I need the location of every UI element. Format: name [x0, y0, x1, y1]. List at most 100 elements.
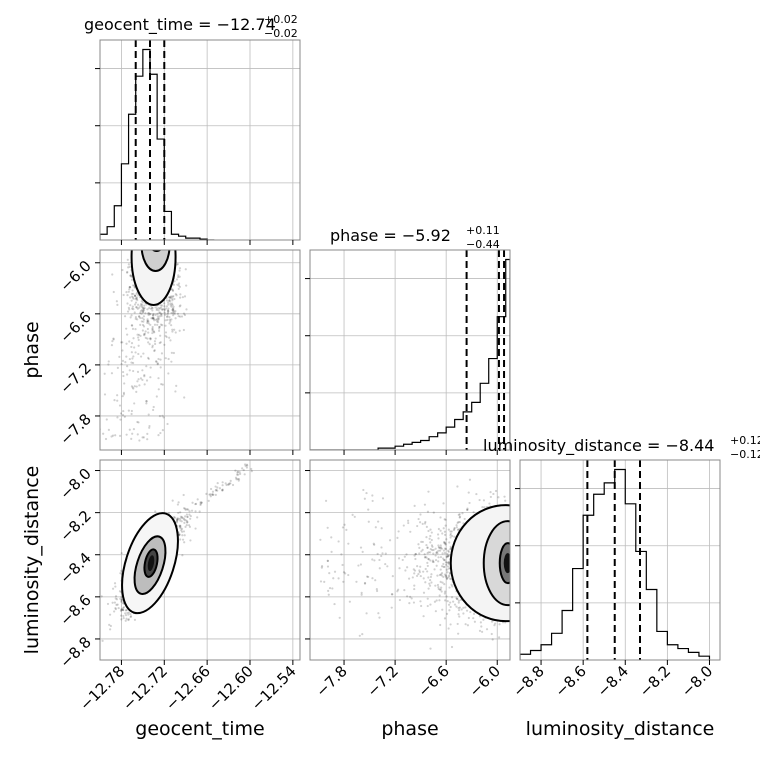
phase-vs-geocent_time-sample-point	[149, 366, 152, 369]
luminosity_distance-vs-phase-sample-point	[456, 528, 460, 531]
luminosity_distance-vs-phase-sample-point	[465, 609, 469, 612]
phase-vs-geocent_time-sample-point	[138, 439, 141, 442]
luminosity_distance-vs-phase-sample-point	[429, 534, 432, 538]
phase-vs-geocent_time-sample-point	[121, 359, 125, 363]
phase-vs-geocent_time-sample-point	[143, 374, 146, 377]
luminosity_distance-vs-phase-sample-point	[439, 568, 442, 571]
luminosity_distance-vs-geocent_time-sample-point	[243, 473, 246, 476]
luminosity_distance-vs-phase-sample-point	[429, 548, 432, 551]
luminosity_distance-vs-geocent_time-sample-point	[125, 617, 128, 620]
phase-vs-geocent_time-sample-point	[167, 301, 170, 304]
phase-vs-geocent_time-sample-point	[126, 271, 129, 274]
phase-vs-geocent_time-sample-point	[128, 286, 132, 289]
luminosity_distance-vs-phase-sample-point	[444, 541, 447, 544]
luminosity_distance-vs-phase-sample-point	[457, 520, 460, 524]
luminosity_distance-vs-phase-sample-point	[456, 485, 459, 488]
diag-phase-bar	[446, 427, 455, 450]
phase-vs-geocent_time-sample-point	[166, 311, 170, 315]
phase-vs-geocent_time-sample-point	[166, 315, 169, 318]
luminosity_distance-vs-geocent_time-sample-point	[186, 515, 189, 518]
phase-vs-geocent_time-sample-point	[126, 258, 129, 261]
luminosity_distance-vs-geocent_time-sample-point	[109, 624, 112, 628]
luminosity_distance-vs-phase-sample-point	[443, 530, 446, 533]
luminosity_distance-vs-geocent_time-sample-point	[181, 538, 185, 541]
luminosity_distance-vs-phase-sample-point	[422, 615, 425, 618]
phase-vs-geocent_time-sample-point	[174, 310, 177, 313]
luminosity_distance-vs-geocent_time-sample-point	[114, 585, 117, 588]
luminosity_distance-vs-geocent_time-sample-point	[125, 608, 128, 612]
phase-vs-geocent_time-sample-point	[159, 323, 163, 326]
phase-vs-geocent_time-sample-point	[172, 312, 175, 315]
phase-vs-geocent_time-ytick-label: −6.6	[56, 308, 94, 346]
phase-vs-geocent_time-sample-point	[158, 415, 162, 418]
luminosity_distance-vs-phase-sample-point	[441, 552, 444, 555]
phase-vs-geocent_time-sample-point	[164, 313, 167, 316]
luminosity_distance-vs-geocent_time-sample-point	[211, 490, 215, 493]
phase-vs-geocent_time-sample-point	[147, 331, 150, 334]
phase-vs-geocent_time-sample-point	[151, 328, 154, 331]
luminosity_distance-vs-geocent_time-sample-point	[180, 527, 184, 531]
luminosity_distance-vs-geocent_time-sample-point	[176, 503, 179, 506]
luminosity_distance-vs-phase-sample-point	[437, 537, 440, 540]
phase-vs-geocent_time-sample-point	[136, 420, 139, 424]
phase-vs-geocent_time-sample-point	[143, 334, 146, 337]
luminosity_distance-vs-geocent_time-sample-point	[196, 516, 199, 519]
phase-vs-geocent_time-sample-point	[140, 309, 143, 312]
scatter-panel-luminosity_distance-vs-phase: −7.8 −7.2 −6.6 −6.0	[305, 459, 511, 701]
phase-vs-geocent_time-sample-point	[148, 307, 151, 310]
luminosity_distance-vs-geocent_time-sample-point	[183, 521, 186, 524]
luminosity_distance-vs-phase-sample-point	[456, 622, 459, 626]
phase-vs-geocent_time-sample-point	[130, 324, 133, 327]
phase-vs-geocent_time-sample-point	[146, 438, 149, 441]
luminosity_distance-vs-geocent_time-sample-point	[214, 493, 217, 496]
phase-vs-geocent_time-sample-point	[110, 435, 113, 438]
phase-vs-geocent_time-sample-point	[135, 292, 138, 295]
phase-vs-geocent_time-sample-point	[151, 309, 154, 312]
luminosity_distance-vs-phase-sample-point	[429, 559, 432, 562]
luminosity_distance-vs-geocent_time-sample-point	[172, 515, 176, 519]
luminosity_distance-vs-phase-sample-point	[439, 555, 443, 559]
luminosity_distance-vs-phase-sample-point	[443, 617, 447, 620]
phase-vs-geocent_time-sample-point	[147, 356, 150, 360]
luminosity_distance-vs-phase-sample-point	[457, 606, 460, 610]
phase-vs-geocent_time-sample-point	[129, 296, 132, 299]
luminosity_distance-vs-geocent_time-sample-point	[241, 467, 244, 470]
luminosity_distance-vs-geocent_time-sample-point	[120, 608, 123, 611]
phase-vs-geocent_time-sample-point	[123, 382, 126, 385]
luminosity_distance-vs-geocent_time-sample-point	[239, 472, 242, 475]
phase-vs-geocent_time-sample-point	[163, 305, 166, 308]
phase-vs-geocent_time-sample-point	[118, 434, 122, 437]
luminosity_distance-vs-phase-sample-point	[457, 513, 460, 516]
luminosity_distance-vs-phase-sample-point	[419, 574, 422, 578]
phase-vs-geocent_time-sample-point	[169, 320, 172, 323]
luminosity_distance-vs-geocent_time-sample-point	[200, 501, 203, 504]
luminosity_distance-vs-phase-sample-point	[438, 594, 441, 597]
phase-vs-geocent_time-sample-point	[172, 283, 176, 286]
luminosity_distance-vs-phase-sample-point	[450, 530, 453, 533]
phase-vs-geocent_time-sample-point	[151, 329, 154, 333]
phase-vs-geocent_time-sample-point	[177, 284, 180, 287]
luminosity_distance-vs-geocent_time-sample-point	[124, 612, 127, 615]
luminosity_distance-vs-phase-sample-point	[430, 538, 433, 542]
luminosity_distance-vs-phase-sample-point	[440, 547, 444, 550]
phase-vs-geocent_time-sample-point	[139, 316, 142, 320]
luminosity_distance-vs-phase-sample-point	[443, 551, 446, 555]
luminosity_distance-vs-geocent_time-sample-point	[209, 495, 212, 498]
phase-vs-geocent_time-sample-point	[127, 306, 130, 309]
luminosity_distance-vs-phase-sample-point	[478, 498, 481, 502]
luminosity_distance-vs-phase-sample-point	[449, 548, 452, 551]
phase-vs-geocent_time-sample-point	[128, 357, 131, 361]
phase-vs-geocent_time-sample-point	[146, 308, 149, 311]
luminosity_distance-vs-phase-sample-point	[448, 586, 451, 589]
phase-vs-geocent_time-sample-point	[160, 306, 163, 309]
phase-vs-geocent_time-sample-point	[147, 312, 150, 315]
luminosity_distance-vs-phase-sample-point	[455, 597, 459, 601]
luminosity_distance-vs-geocent_time-sample-point	[124, 614, 128, 617]
luminosity_distance-vs-phase-sample-point	[443, 559, 446, 562]
luminosity_distance-vs-geocent_time-sample-point	[238, 471, 241, 474]
phase-vs-geocent_time-sample-point	[139, 355, 143, 358]
luminosity_distance-vs-geocent_time-sample-point	[186, 508, 189, 511]
phase-vs-geocent_time-sample-point	[141, 309, 145, 312]
luminosity_distance-vs-geocent_time-sample-point	[120, 552, 123, 555]
luminosity_distance-vs-phase-sample-point	[452, 528, 456, 532]
